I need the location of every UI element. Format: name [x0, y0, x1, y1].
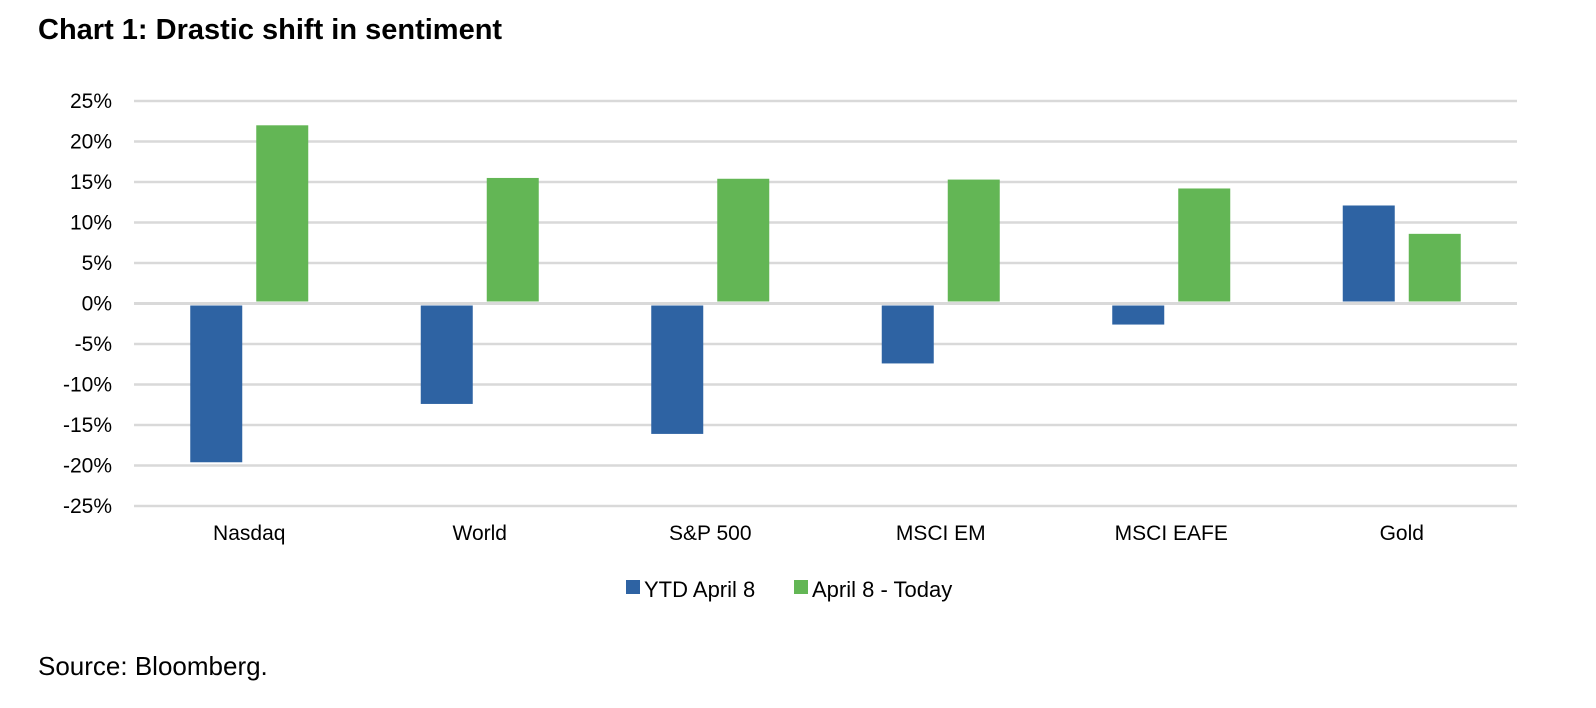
- bar: [881, 305, 934, 364]
- bar: [190, 305, 243, 463]
- source-note: Source: Bloomberg.: [38, 651, 268, 681]
- x-category-label: Nasdaq: [213, 522, 285, 545]
- y-tick-label: 20%: [70, 131, 112, 154]
- x-category-label: S&P 500: [669, 522, 752, 545]
- bar: [717, 178, 770, 302]
- y-tick-label: 25%: [70, 90, 112, 113]
- x-category-label: MSCI EAFE: [1115, 522, 1228, 545]
- bar-chart: 25% 20% 15% 10% 5% 0% -5% -10% -15% -20% -25% Nasd…: [63, 90, 1517, 602]
- y-tick-label: 15%: [70, 171, 112, 194]
- y-tick-label: -20%: [63, 455, 112, 478]
- y-tick-label: -5%: [75, 333, 112, 356]
- bar: [1178, 188, 1231, 302]
- y-tick-label: -10%: [63, 374, 112, 397]
- bar: [1112, 305, 1165, 325]
- bar: [1342, 205, 1395, 302]
- x-category-label: Gold: [1380, 522, 1424, 545]
- legend-label: April 8 - Today: [812, 577, 952, 602]
- legend-swatch: [626, 580, 640, 594]
- x-category-label: MSCI EM: [896, 522, 986, 545]
- legend: YTD April 8 April 8 - Today: [626, 577, 952, 602]
- y-tick-label: -25%: [63, 495, 112, 518]
- legend-label: YTD April 8: [644, 577, 755, 602]
- bars: [190, 125, 1461, 463]
- y-tick-label: -15%: [63, 414, 112, 437]
- legend-swatch: [794, 580, 808, 594]
- bar: [420, 305, 473, 404]
- chart-title: Chart 1: Drastic shift in sentiment: [38, 14, 503, 46]
- y-tick-label: 0%: [82, 293, 112, 316]
- y-tick-label: 10%: [70, 212, 112, 235]
- x-category-label: World: [453, 522, 507, 545]
- x-axis-category-labels: Nasdaq World S&P 500 MSCI EM MSCI EAFE Gold: [213, 522, 1424, 545]
- bar: [256, 125, 309, 302]
- bar: [651, 305, 704, 434]
- y-axis-tick-labels: 25% 20% 15% 10% 5% 0% -5% -10% -15% -20% -25%: [63, 90, 112, 518]
- bar: [486, 177, 539, 302]
- gridlines: [134, 99, 1517, 508]
- y-tick-label: 5%: [82, 252, 112, 275]
- bar: [947, 179, 1000, 302]
- bar: [1408, 233, 1461, 302]
